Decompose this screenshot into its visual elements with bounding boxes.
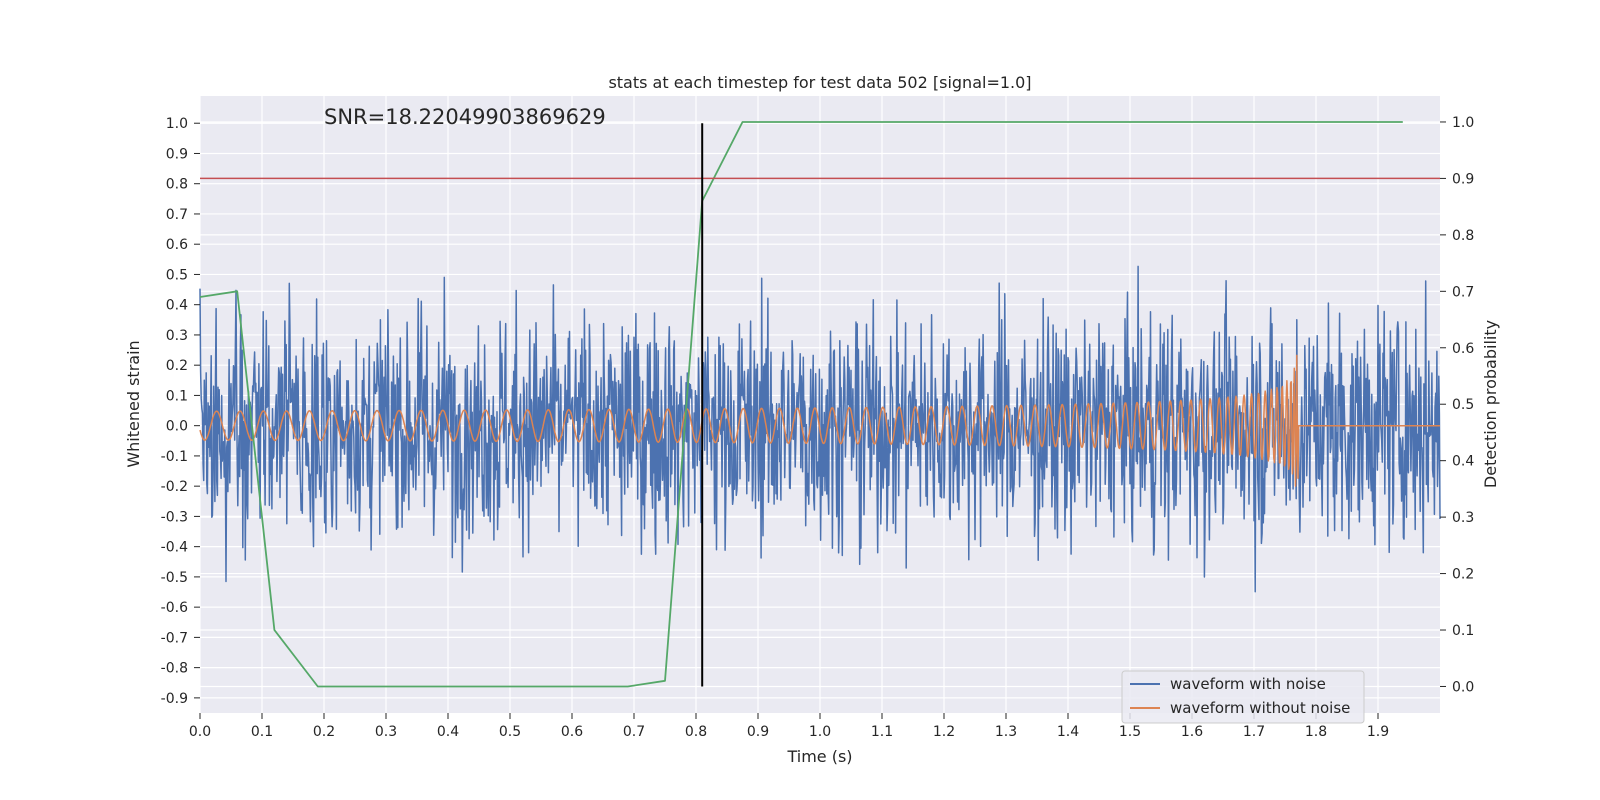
y-tick-label: -0.3 [161, 509, 188, 525]
series-waveform-without-noise [199, 354, 1441, 487]
y2-tick-label: 0.6 [1452, 341, 1474, 357]
x-axis-label: Time (s) [786, 747, 852, 766]
y-tick-label: -0.2 [161, 479, 188, 495]
x-tick-label: 1.4 [1057, 724, 1079, 740]
x-tick-label: 1.7 [1243, 724, 1265, 740]
y-tick-label: 0.4 [166, 298, 188, 314]
y-tick-label: 0.9 [166, 146, 188, 162]
y2-tick-label: 0.7 [1452, 284, 1474, 300]
y2-tick-label: 0.5 [1452, 397, 1474, 413]
snr-annotation: SNR=18.22049903869629 [324, 105, 606, 129]
y-tick-label: 0.5 [166, 267, 188, 283]
y2-tick-label: 0.0 [1452, 679, 1474, 695]
y-tick-label: -0.9 [161, 691, 188, 707]
x-tick-label: 1.3 [995, 724, 1017, 740]
chart-title: stats at each timestep for test data 502… [608, 73, 1031, 92]
x-tick-label: 0.0 [189, 724, 211, 740]
series-waveform-with-noise [199, 265, 1441, 593]
y2-axis-label: Detection probability [1481, 320, 1500, 488]
x-tick-label: 1.5 [1119, 724, 1141, 740]
y2-tick-label: 0.4 [1452, 454, 1474, 470]
y-tick-label: -0.8 [161, 661, 188, 677]
x-tick-label: 1.0 [809, 724, 831, 740]
y-tick-label: 0.8 [166, 177, 188, 193]
y-tick-label: -0.5 [161, 570, 188, 586]
y-tick-label: -0.6 [161, 600, 188, 616]
y-axis-label: Whitened strain [124, 340, 143, 467]
x-tick-label: 0.3 [375, 724, 397, 740]
y-tick-label: 1.0 [166, 116, 188, 132]
y-tick-label: -0.7 [161, 630, 188, 646]
x-tick-label: 1.1 [871, 724, 893, 740]
y2-tick-label: 0.3 [1452, 510, 1474, 526]
y2-tick-label: 1.0 [1452, 115, 1474, 131]
y-tick-label: 0.0 [166, 419, 188, 435]
x-tick-label: 0.4 [437, 724, 459, 740]
x-tick-label: 1.2 [933, 724, 955, 740]
y2-tick-label: 0.2 [1452, 567, 1474, 583]
series-detection-probability [199, 121, 1403, 688]
x-tick-label: 1.6 [1181, 724, 1203, 740]
y-tick-label: -0.4 [161, 540, 188, 556]
x-tick-label: 0.5 [499, 724, 521, 740]
x-tick-label: 1.9 [1367, 724, 1389, 740]
y2-tick-label: 0.8 [1452, 228, 1474, 244]
x-tick-label: 0.1 [251, 724, 273, 740]
y2-tick-label: 0.9 [1452, 171, 1474, 187]
legend-label-with-noise: waveform with noise [1170, 675, 1326, 693]
x-tick-label: 0.9 [747, 724, 769, 740]
x-tick-label: 0.6 [561, 724, 583, 740]
x-tick-label: 0.7 [623, 724, 645, 740]
x-tick-label: 0.2 [313, 724, 335, 740]
series-layer [199, 121, 1441, 688]
y-tick-label: 0.1 [166, 388, 188, 404]
y-tick-label: 0.3 [166, 328, 188, 344]
y-tick-label: 0.7 [166, 207, 188, 223]
legend-label-without-noise: waveform without noise [1170, 699, 1350, 717]
y-tick-label: -0.1 [161, 449, 188, 465]
y-tick-label: 0.2 [166, 358, 188, 374]
y2-tick-label: 0.1 [1452, 623, 1474, 639]
legend: waveform with noise waveform without noi… [1121, 670, 1365, 724]
x-tick-label: 0.8 [685, 724, 707, 740]
x-tick-label: 1.8 [1305, 724, 1327, 740]
legend-box [1121, 670, 1365, 724]
y-tick-label: 0.6 [166, 237, 188, 253]
ticks-layer: 0.0 0.1 0.2 0.3 0.4 0.5 0.6 0.7 0.8 0.9 1.0 1.1 1.2 1… [161, 115, 1475, 740]
